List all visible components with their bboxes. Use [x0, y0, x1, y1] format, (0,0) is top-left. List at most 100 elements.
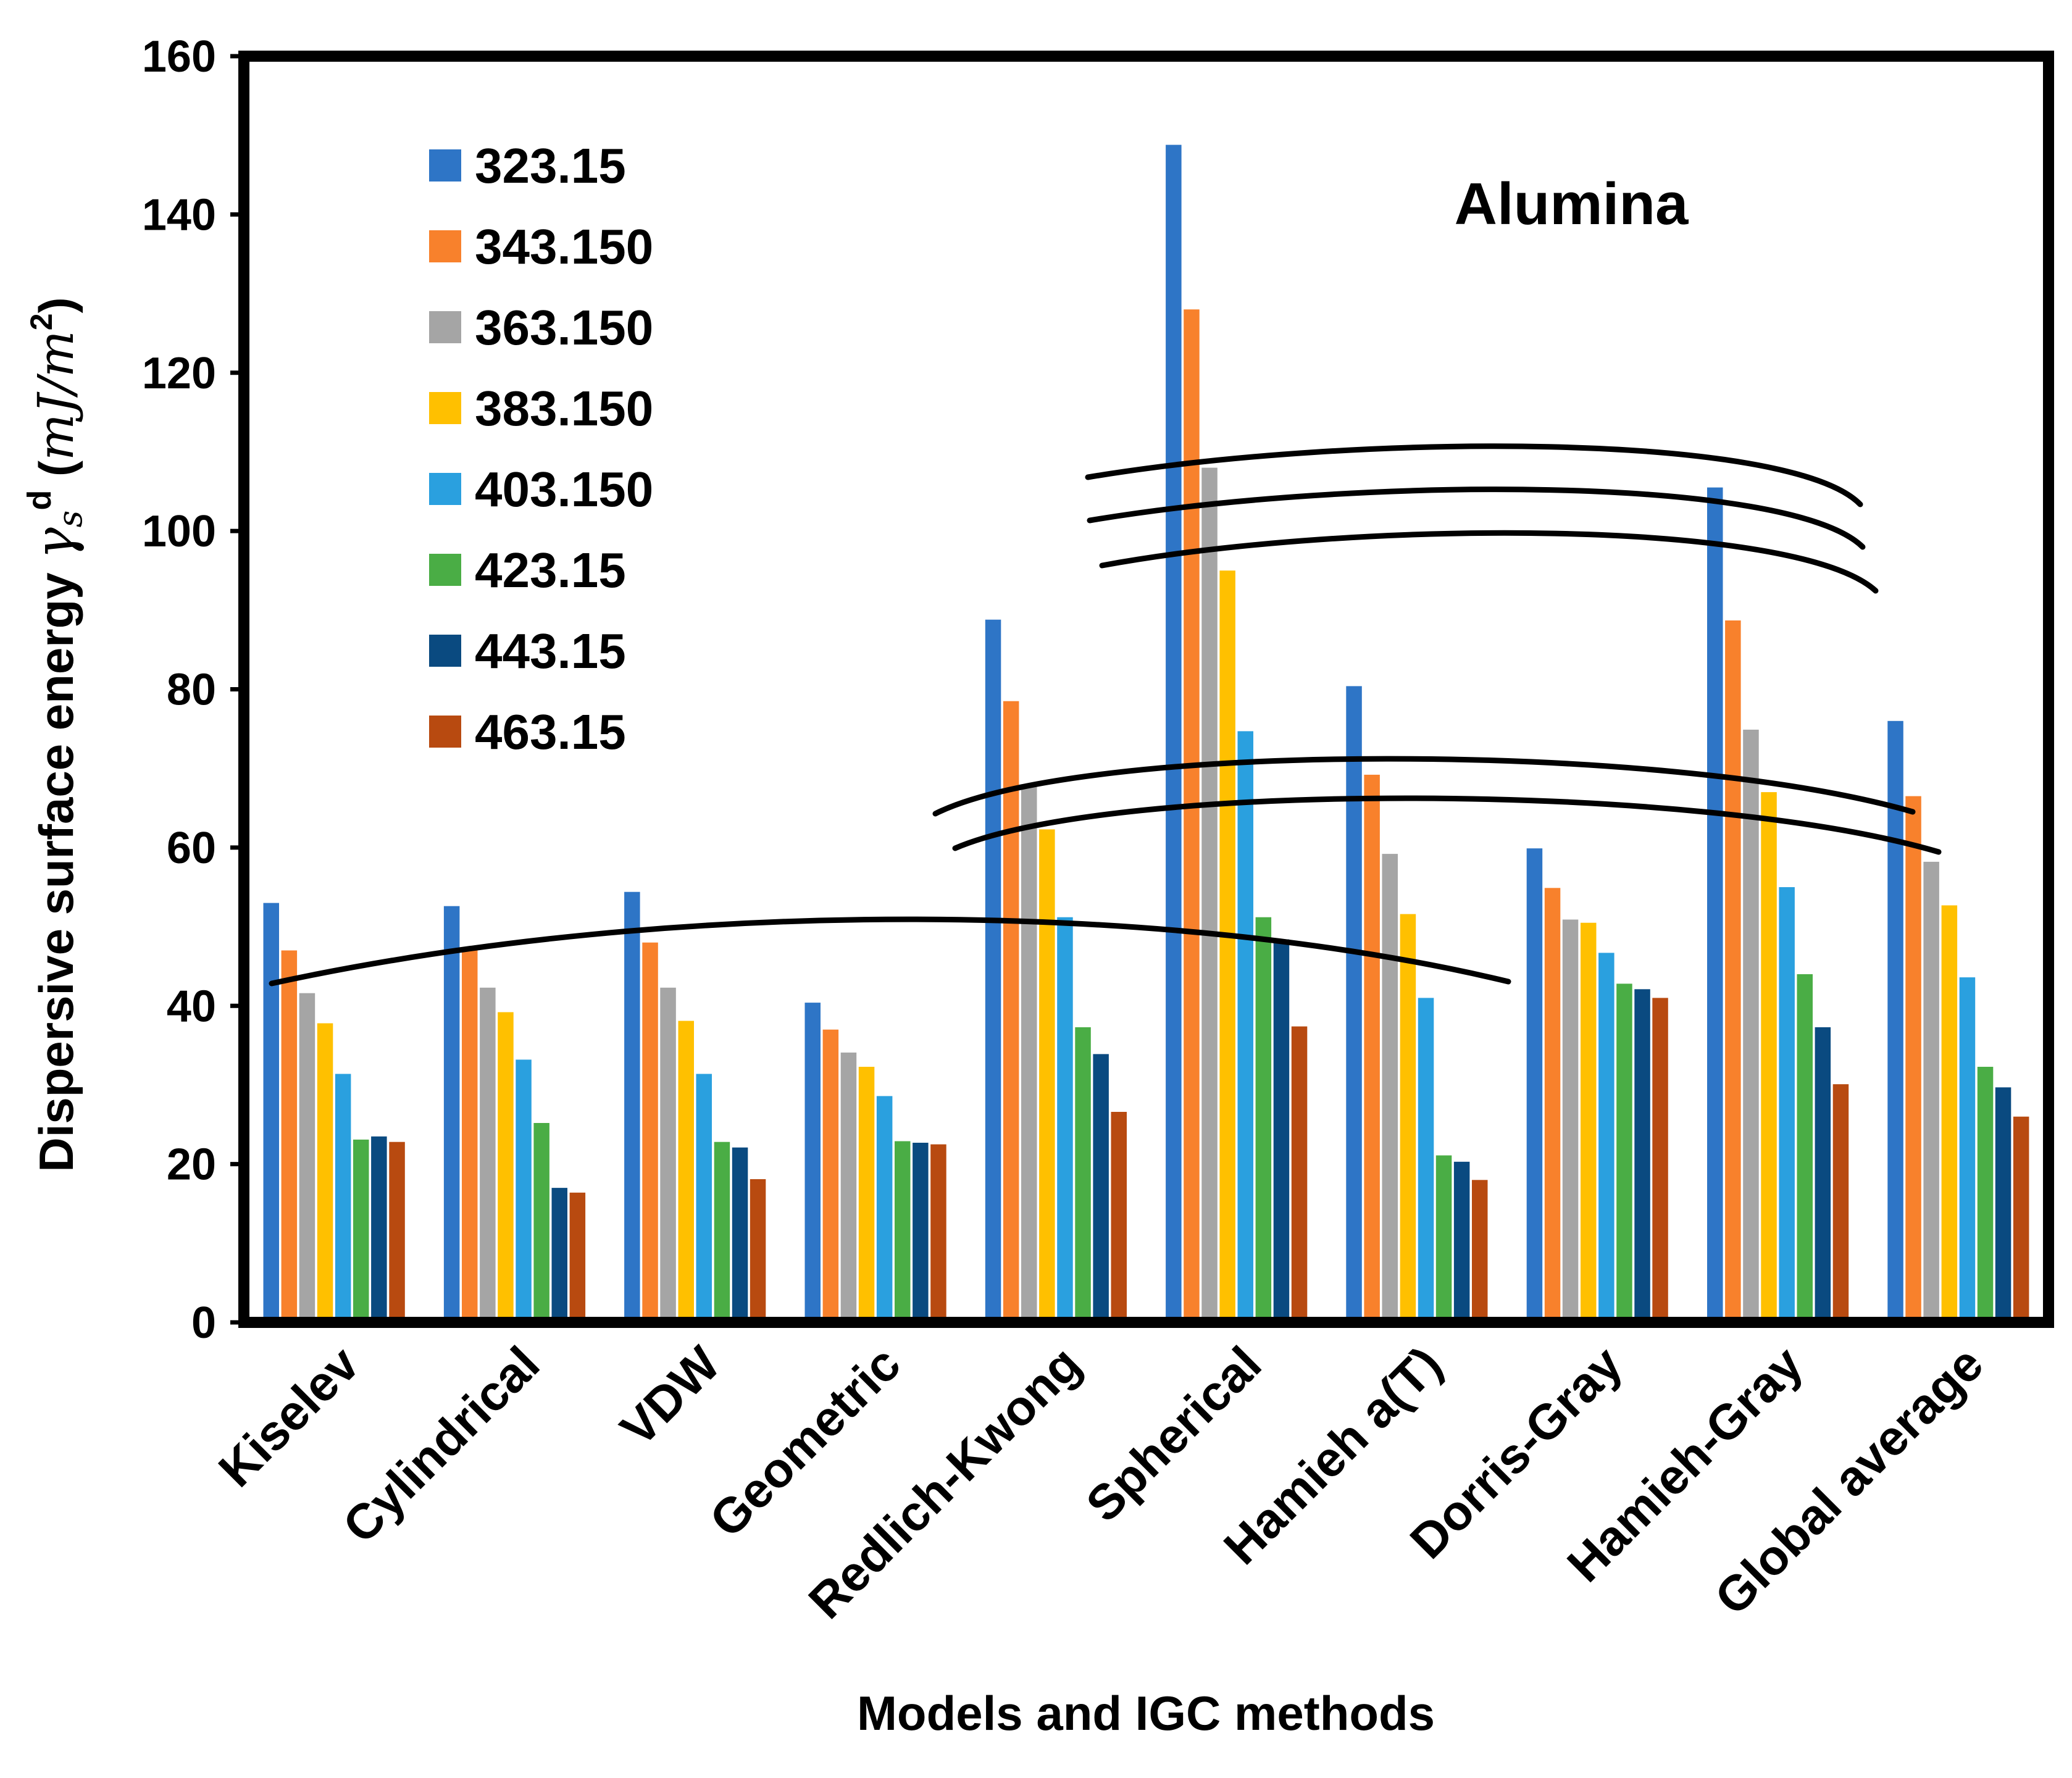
bar	[895, 1141, 911, 1322]
bar	[1526, 848, 1543, 1322]
bar	[1111, 1112, 1127, 1322]
bar	[551, 1188, 567, 1322]
bar	[516, 1059, 532, 1322]
bar	[822, 1029, 839, 1322]
legend: 323.15 343.150 363.150 383.150 403.150 423.15…	[429, 138, 653, 759]
bar	[1237, 731, 1253, 1322]
bar	[1057, 917, 1073, 1322]
bar	[1166, 144, 1182, 1323]
bar	[533, 1123, 549, 1322]
bar	[876, 1096, 893, 1322]
y-axis-title-units: mJ/m	[27, 330, 85, 461]
bar	[930, 1144, 946, 1322]
legend-label: 343.150	[475, 219, 653, 274]
bar	[642, 942, 658, 1322]
bar	[1887, 720, 1903, 1322]
bar	[1472, 1180, 1488, 1322]
y-tick-label: 20	[167, 1140, 216, 1190]
bar	[750, 1179, 766, 1322]
bar	[353, 1139, 369, 1322]
bar	[462, 950, 478, 1322]
legend-label: 403.150	[475, 462, 653, 517]
bar	[913, 1143, 929, 1322]
bar	[1743, 729, 1759, 1322]
y-tick-label: 160	[142, 32, 216, 81]
bar	[660, 987, 676, 1322]
bar	[1977, 1067, 1994, 1322]
bar	[1815, 1027, 1831, 1322]
bar	[1652, 998, 1668, 1322]
bracket-arc	[952, 795, 1942, 855]
bar	[804, 1003, 821, 1322]
legend-label: 383.150	[475, 381, 653, 436]
bracket-arcs	[269, 443, 1942, 987]
y-tick-label: 120	[142, 349, 216, 398]
bar	[1453, 1161, 1470, 1322]
bar	[1832, 1084, 1849, 1322]
y-tick-label: 60	[167, 824, 216, 873]
bracket-arc	[1085, 443, 1863, 507]
bar	[299, 993, 315, 1322]
bar	[1435, 1155, 1452, 1322]
bar	[1201, 467, 1218, 1322]
y-tick-label: 40	[167, 982, 216, 1031]
legend-swatch	[429, 473, 461, 505]
legend-label: 443.15	[475, 624, 626, 678]
legend-swatch	[429, 149, 461, 182]
bar	[1995, 1087, 2011, 1322]
y-axis-title-units-close: )	[29, 297, 83, 313]
y-axis-title-units-power: 2	[24, 313, 59, 330]
x-axis-title: Models and IGC methods	[857, 1686, 1435, 1740]
bracket-arc	[932, 756, 1916, 817]
bar	[840, 1052, 857, 1322]
bar	[1707, 487, 1723, 1322]
bar	[389, 1142, 405, 1322]
bar	[371, 1136, 387, 1322]
bar	[1725, 620, 1741, 1322]
bar	[1797, 974, 1813, 1322]
y-tick-label: 80	[167, 666, 216, 715]
legend-swatch	[429, 392, 461, 424]
bar	[1291, 1026, 1308, 1322]
bar	[1075, 1027, 1091, 1322]
legend-label: 463.15	[475, 704, 626, 759]
bar	[1581, 922, 1597, 1322]
y-tick-label: 140	[142, 190, 216, 240]
bar	[1616, 983, 1632, 1322]
bar	[985, 619, 1001, 1323]
bar	[1941, 905, 1958, 1322]
bar	[1273, 939, 1290, 1322]
y-axis-title-symbol: γ	[24, 527, 86, 559]
bar	[569, 1192, 586, 1322]
bar	[1418, 998, 1434, 1322]
bar	[732, 1147, 748, 1322]
bar	[1761, 792, 1777, 1322]
bar	[678, 1020, 694, 1322]
bar	[1562, 919, 1579, 1322]
bar	[1905, 796, 1921, 1322]
bar	[1959, 977, 1976, 1322]
y-axis-title-prefix: Dispersive surface energy	[29, 559, 83, 1172]
bar	[1923, 861, 1939, 1322]
bar	[317, 1023, 333, 1322]
y-tick-label: 100	[142, 507, 216, 556]
bar	[1219, 570, 1235, 1323]
bar	[624, 891, 640, 1322]
bar	[2013, 1116, 2029, 1322]
bar	[480, 987, 496, 1322]
bar	[263, 903, 279, 1322]
bar	[1634, 989, 1650, 1322]
bar	[696, 1074, 712, 1322]
bar	[1364, 774, 1380, 1322]
bars-group	[263, 144, 2029, 1323]
bracket-arc	[1099, 530, 1879, 594]
legend-swatch	[429, 230, 461, 262]
legend-swatch	[429, 554, 461, 586]
bar	[1382, 854, 1398, 1322]
bar	[1255, 917, 1272, 1322]
bar	[1021, 784, 1037, 1322]
y-tick-label: 0	[191, 1298, 216, 1348]
y-axis-title-subscript: s	[51, 511, 90, 528]
bar	[858, 1067, 875, 1322]
